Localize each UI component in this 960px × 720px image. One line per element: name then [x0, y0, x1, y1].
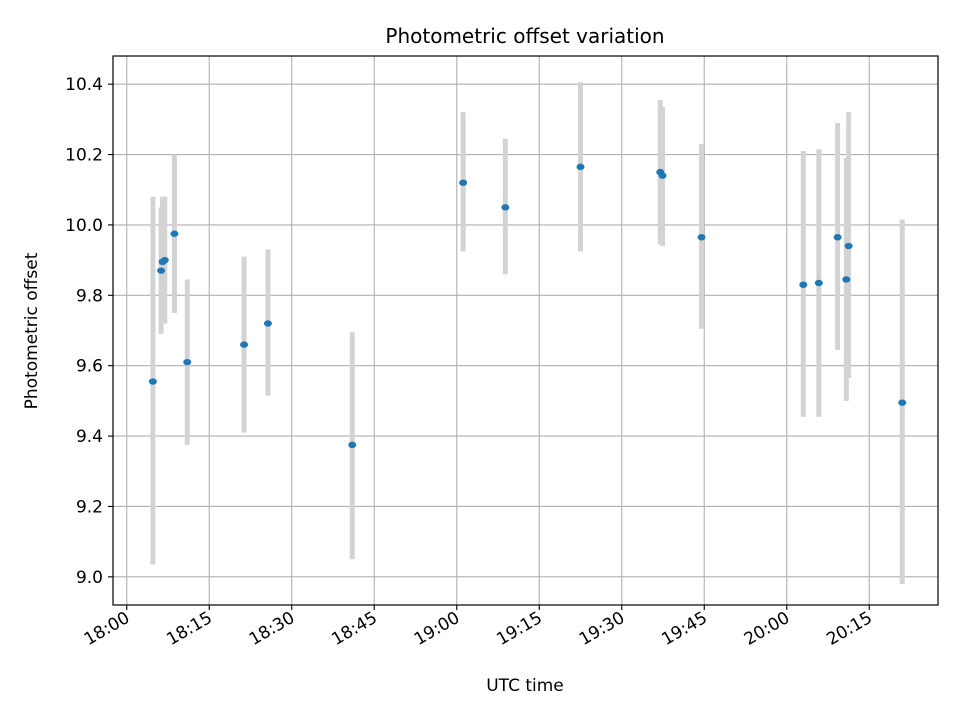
x-tick-label: 20:00 [741, 608, 793, 650]
data-point [844, 242, 853, 250]
data-points [148, 163, 907, 449]
data-point [240, 341, 249, 348]
x-tick-label: 18:00 [81, 608, 133, 650]
data-point [833, 234, 842, 241]
y-tick-label: 10.4 [65, 75, 103, 95]
y-tick-label: 9.6 [76, 357, 103, 377]
x-tick-label: 19:15 [493, 608, 545, 650]
x-axis-label: UTC time [486, 676, 564, 696]
data-point [459, 179, 468, 186]
data-point [170, 230, 179, 237]
x-tick-label: 19:45 [658, 608, 710, 650]
x-tick-label: 19:30 [576, 608, 628, 650]
data-point [898, 399, 907, 406]
data-point [263, 320, 272, 327]
data-point [658, 172, 667, 179]
x-tick-label: 19:00 [411, 608, 463, 650]
data-point [160, 256, 169, 264]
grid-lines [113, 56, 938, 605]
error-bars [150, 82, 905, 584]
y-tick-label: 10.0 [65, 216, 103, 236]
plot-area-frame [112, 55, 939, 606]
y-tick-label: 9.4 [76, 427, 103, 447]
y-tick-label: 9.0 [76, 568, 103, 588]
y-tick-label: 10.2 [65, 146, 103, 166]
data-point [697, 234, 706, 241]
data-point [576, 163, 585, 171]
data-point [183, 358, 192, 366]
data-point [348, 441, 357, 449]
data-point [157, 267, 166, 274]
data-point [814, 279, 823, 287]
y-axis-label: Photometric offset [22, 252, 42, 409]
x-axis-ticks: 18:00 18:15 18:30 18:45 19:00 19:15 19:30 19:45… [81, 605, 876, 650]
data-point [799, 281, 808, 288]
data-point [501, 204, 510, 211]
y-tick-label: 9.2 [76, 497, 103, 517]
y-tick-label: 9.8 [76, 286, 103, 306]
data-point [842, 276, 851, 283]
y-axis-ticks: 9.0 9.2 9.4 9.6 9.8 10.0 10.2 10.4 [65, 75, 113, 588]
x-tick-label: 18:30 [246, 608, 298, 650]
x-tick-label: 18:45 [328, 608, 380, 650]
x-tick-label: 20:15 [823, 608, 875, 650]
data-point [148, 378, 157, 385]
chart-title: Photometric offset variation [385, 24, 664, 48]
x-tick-label: 18:15 [163, 608, 215, 650]
